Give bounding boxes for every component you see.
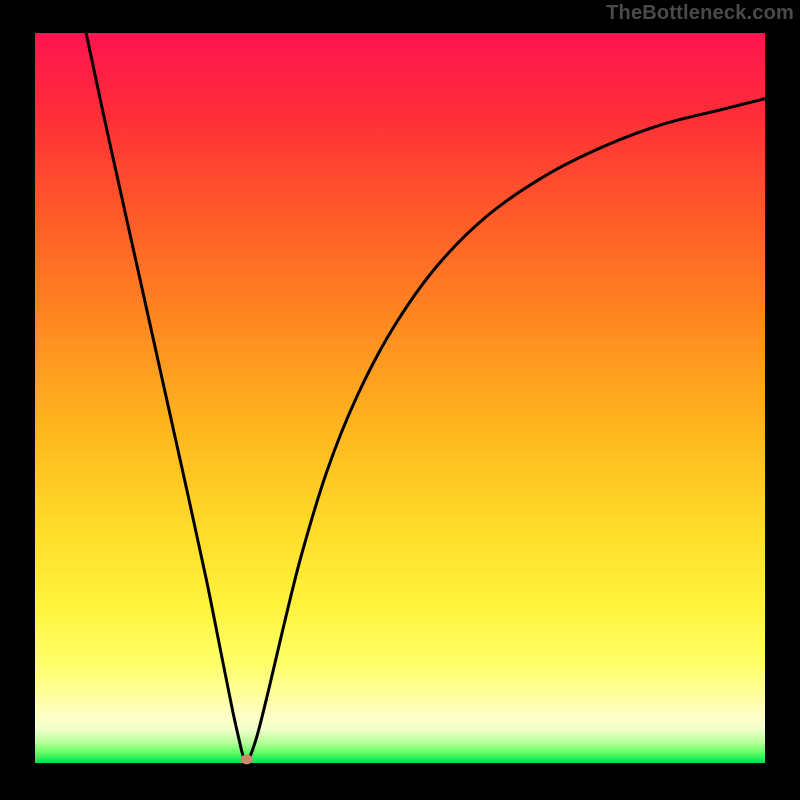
watermark-text: TheBottleneck.com: [606, 2, 794, 25]
plot-area: [35, 33, 765, 763]
chart-wrapper: TheBottleneck.com: [0, 0, 800, 800]
bottleneck-chart: [0, 0, 800, 800]
optimum-marker: [241, 754, 253, 764]
